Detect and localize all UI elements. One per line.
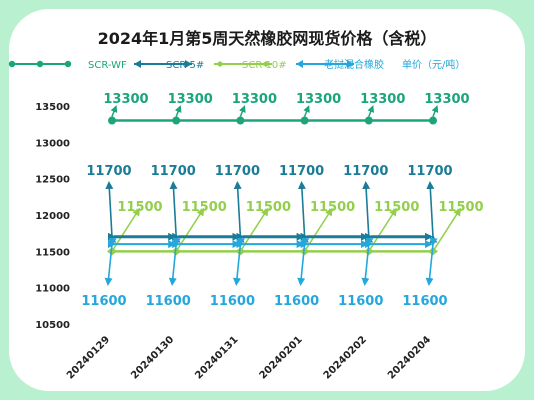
data-label-scr-10: 11500 xyxy=(182,200,227,215)
pointer-scr-5 xyxy=(426,181,438,244)
legend-marker xyxy=(216,61,224,67)
data-label-scr-5: 11700 xyxy=(343,164,388,179)
data-label-scr-wf: 13300 xyxy=(296,92,341,107)
data-label-scr-10: 11500 xyxy=(117,200,162,215)
pointer-scr-wf xyxy=(303,105,310,117)
y-tick-label: 12500 xyxy=(35,175,70,186)
data-label-laos: 11600 xyxy=(146,294,191,309)
y-tick-label: 13500 xyxy=(35,102,70,113)
y-tick-label: 11000 xyxy=(35,284,70,295)
data-label-scr-10: 11500 xyxy=(310,200,355,215)
x-tick-label: 20240202 xyxy=(322,334,369,381)
point-scr-wf xyxy=(300,116,309,125)
y-tick-label: 13000 xyxy=(35,138,70,149)
pointer-laos xyxy=(104,237,117,286)
data-label-scr-10: 11500 xyxy=(438,200,483,215)
data-label-scr-wf: 13300 xyxy=(360,92,405,107)
pointer-laos xyxy=(297,237,310,286)
pointer-scr-5 xyxy=(169,181,181,244)
pointer-laos xyxy=(233,237,245,286)
pointer-scr-5 xyxy=(362,181,374,244)
data-label-scr-wf: 13300 xyxy=(168,92,213,107)
pointer-scr-wf xyxy=(110,105,118,117)
legend-marker xyxy=(134,60,141,68)
data-label-scr-5: 11700 xyxy=(407,164,452,179)
data-label-laos: 11600 xyxy=(274,294,319,309)
legend-label: SCR-WF xyxy=(88,60,127,71)
data-label-scr-wf: 13300 xyxy=(424,92,469,107)
pointer-laos xyxy=(361,237,374,286)
pointer-scr-wf xyxy=(239,105,246,117)
data-label-scr-wf: 13300 xyxy=(232,92,277,107)
pointer-scr-5 xyxy=(297,181,309,244)
y-axis: 10500 11000 11500 12000 12500 13000 13500 xyxy=(35,102,70,331)
legend-label: SCR-10# xyxy=(242,60,287,71)
point-scr-wf xyxy=(364,116,373,125)
point-scr-wf xyxy=(429,116,437,125)
pointer-scr-5 xyxy=(105,181,117,244)
legend-marker xyxy=(64,60,72,68)
data-label-laos: 11600 xyxy=(81,294,126,309)
x-tick-label: 20240130 xyxy=(129,334,176,381)
series-layer: 13300 13300 13300 13300 13300 13300 11500 11500… xyxy=(81,92,483,309)
x-axis: 20240129 20240130 20240131 20240201 20240202… xyxy=(65,334,433,381)
unit-label: 单价（元/吨） xyxy=(402,58,465,71)
chart-panel xyxy=(9,9,525,391)
pointer-scr-wf xyxy=(431,105,439,117)
data-label-laos: 11600 xyxy=(210,294,255,309)
legend-label: 老挝混合橡胶 xyxy=(324,58,384,71)
data-label-scr-5: 11700 xyxy=(215,164,260,179)
legend-marker xyxy=(36,60,44,68)
data-label-laos: 11600 xyxy=(338,294,383,309)
x-tick-label: 20240131 xyxy=(193,334,240,381)
y-tick-label: 11500 xyxy=(35,247,70,258)
legend-marker xyxy=(262,61,270,67)
legend-marker xyxy=(347,60,354,68)
pointer-laos xyxy=(425,237,438,286)
point-scr-wf xyxy=(108,116,116,125)
y-tick-label: 12000 xyxy=(35,211,70,222)
data-label-scr-10: 11500 xyxy=(374,200,419,215)
y-tick-label: 10500 xyxy=(35,320,70,331)
pointer-scr-wf xyxy=(174,105,182,117)
legend: SCR-WF SCR-5# SCR-10# 老挝混合橡胶 xyxy=(8,58,384,71)
x-tick-label: 20240201 xyxy=(258,334,305,381)
legend-marker xyxy=(185,60,192,68)
x-tick-label: 20240204 xyxy=(386,334,433,381)
legend-label: SCR-5# xyxy=(166,60,204,71)
legend-marker xyxy=(296,60,303,68)
x-tick-label: 20240129 xyxy=(65,334,112,381)
pointer-scr-5 xyxy=(233,181,245,244)
point-scr-wf xyxy=(172,116,181,125)
data-label-scr-10: 11500 xyxy=(246,200,291,215)
point-scr-wf xyxy=(236,116,245,125)
chart-title: 2024年1月第5周天然橡胶网现货价格（含税） xyxy=(98,29,437,48)
data-label-scr-5: 11700 xyxy=(86,164,131,179)
pointer-laos xyxy=(168,237,181,286)
pointer-scr-wf xyxy=(367,105,375,117)
data-label-laos: 11600 xyxy=(402,294,447,309)
data-label-scr-5: 11700 xyxy=(151,164,196,179)
legend-marker xyxy=(8,60,16,68)
data-label-scr-wf: 13300 xyxy=(103,92,148,107)
pointer-scr-10 xyxy=(432,207,462,252)
data-label-scr-5: 11700 xyxy=(279,164,324,179)
